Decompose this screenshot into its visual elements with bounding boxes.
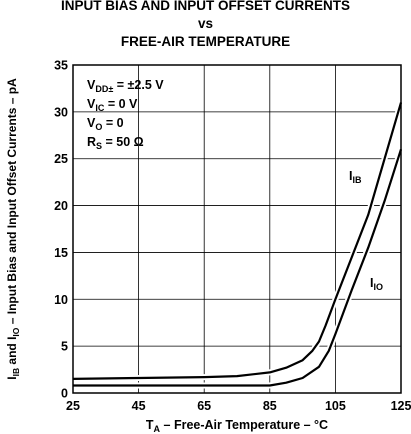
y-tick-label: 5: [61, 340, 68, 354]
y-tick-label: 20: [54, 199, 68, 213]
x-tick-label: 125: [391, 399, 411, 413]
grid: [73, 65, 401, 393]
plot-frame: [72, 64, 402, 394]
x-tick-label: 85: [263, 399, 277, 413]
x-axis-label: TA – Free-Air Temperature – °C: [146, 418, 328, 434]
chart-title-line-3: FREE-AIR TEMPERATURE: [120, 34, 291, 49]
x-tick-label: 65: [197, 399, 211, 413]
condition-vic: VIC = 0 V: [87, 97, 138, 113]
series-label-ib: IIB: [349, 169, 362, 185]
y-tick-label: 15: [54, 246, 68, 260]
y-axis-label: IIB and IIO – Input Bias and Input Offse…: [5, 78, 21, 380]
x-tick-label: 45: [132, 399, 146, 413]
x-tick-label: 25: [66, 399, 80, 413]
y-tick-label: 25: [54, 152, 68, 166]
chart-title-line-1: INPUT BIAS AND INPUT OFFSET CURRENTS: [60, 0, 350, 13]
condition-vdd: VDD± = ±2.5 V: [87, 78, 164, 94]
series-group: [72, 101, 404, 389]
condition-vo: VO = 0: [87, 116, 124, 132]
x-tick-label: 105: [325, 399, 346, 413]
tick-labels: 25 45 65 85 105 125 0 5 10 15 20 25 30 35: [54, 59, 411, 414]
chart-title-line-2: vs: [197, 16, 214, 31]
y-tick-label: 35: [54, 59, 68, 73]
y-tick-label: 30: [54, 105, 68, 119]
series-label-io: IIO: [370, 276, 383, 292]
y-tick-label: 10: [54, 293, 68, 307]
series-line-io: [73, 148, 403, 387]
series-line-ib: [72, 102, 403, 380]
y-tick-label: 0: [61, 387, 68, 401]
condition-rs: RS = 50 Ω: [87, 135, 144, 151]
